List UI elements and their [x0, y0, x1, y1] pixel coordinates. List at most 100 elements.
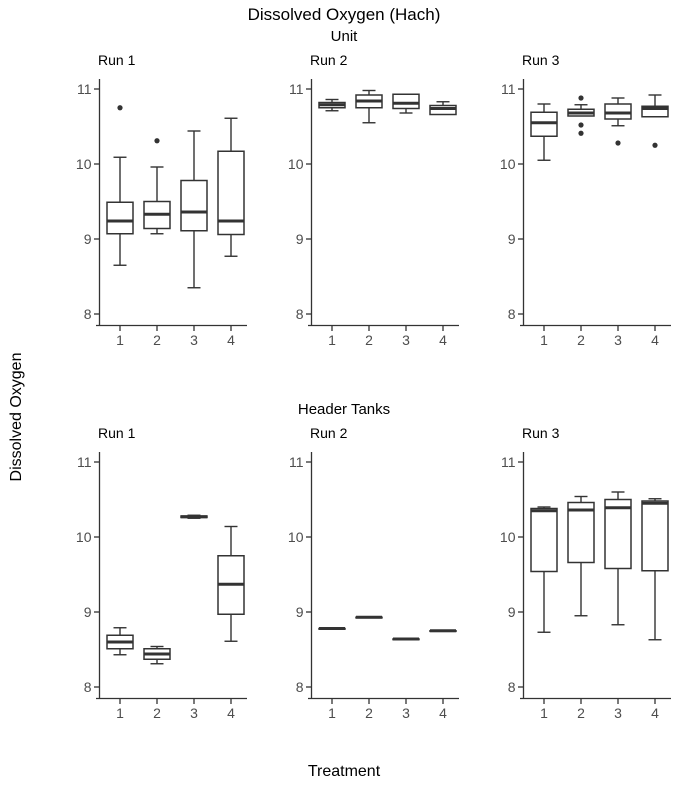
- x-tick-label-4: 4: [227, 332, 235, 348]
- iqr-box: [604, 498, 632, 570]
- x-tick-label-3: 3: [402, 705, 410, 721]
- outlier-point: [578, 122, 584, 128]
- boxplot-treatment-4: [641, 94, 669, 148]
- boxplot-treatment-2: [567, 95, 595, 136]
- boxplot-treatment-4: [217, 525, 245, 642]
- y-tick-label-10: 10: [500, 529, 516, 545]
- panel-column-run-2: Run 2 8 9 10 11 1 2 3 4: [285, 46, 461, 352]
- x-tick-label-1: 1: [328, 705, 336, 721]
- boxplot-treatment-4: [217, 117, 245, 257]
- x-tick-label-1: 1: [116, 705, 124, 721]
- x-tick-label-3: 3: [614, 705, 622, 721]
- panel-column-run-2: Run 2 8 9 10 11 1 2 3 4: [285, 419, 461, 725]
- iqr-box: [641, 500, 669, 572]
- panel-label-run-1: Run 1: [98, 425, 136, 441]
- panel-column-run-3: Run 3 8 9 10 11 1 2 3 4: [497, 419, 673, 725]
- y-tick-label-9: 9: [296, 604, 304, 620]
- boxplot-treatment-2: [355, 615, 383, 619]
- y-tick-label-9: 9: [84, 604, 92, 620]
- x-tick-label-3: 3: [190, 705, 198, 721]
- x-tick-label-3: 3: [190, 332, 198, 348]
- panel-column-run-1: Run 1 8 9 10 11 1 2 3 4: [73, 46, 249, 352]
- x-tick-label-4: 4: [227, 705, 235, 721]
- y-tick-label-8: 8: [508, 306, 516, 322]
- outlier-point: [652, 142, 658, 148]
- iqr-box: [567, 501, 595, 564]
- outlier-point: [117, 105, 123, 111]
- y-tick-label-11: 11: [289, 81, 304, 97]
- x-tick-label-2: 2: [153, 332, 161, 348]
- y-tick-label-8: 8: [84, 679, 92, 695]
- y-tick-label-9: 9: [84, 231, 92, 247]
- boxplot-treatment-4: [429, 101, 457, 116]
- panel-column-run-3: Run 3 8 9 10 11 1 2 3 4: [497, 46, 673, 352]
- boxplot-treatment-1: [106, 627, 134, 656]
- boxplot-treatment-2: [143, 645, 171, 665]
- y-tick-label-11: 11: [289, 454, 304, 470]
- x-tick-label-2: 2: [365, 705, 373, 721]
- iqr-box: [392, 93, 420, 110]
- iqr-box: [530, 507, 558, 573]
- panels-row: Run 1 8 9 10 11 1 2 3 4 Run 2 8 9 10 11 1 2 3 4 Run 3 8 9 10 1…: [0, 46, 688, 352]
- iqr-box: [106, 201, 134, 235]
- outlier-point: [154, 138, 160, 144]
- x-tick-label-4: 4: [651, 705, 659, 721]
- panel-label-run-3: Run 3: [522, 52, 560, 68]
- boxplot-treatment-3: [392, 93, 420, 114]
- boxplot-treatment-1: [318, 98, 346, 112]
- x-tick-label-4: 4: [439, 332, 447, 348]
- y-tick-label-8: 8: [296, 306, 304, 322]
- facet-row-header-tanks: Header Tanks Run 1 8 9 10 11 1 2 3 4 Run 2 8 9 10 11 1 2…: [0, 400, 688, 725]
- y-tick-label-11: 11: [77, 81, 92, 97]
- x-tick-label-1: 1: [540, 332, 548, 348]
- y-tick-label-9: 9: [296, 231, 304, 247]
- x-tick-label-4: 4: [651, 332, 659, 348]
- y-tick-label-9: 9: [508, 604, 516, 620]
- x-tick-label-3: 3: [614, 332, 622, 348]
- y-axis-title: Dissolved Oxygen: [8, 352, 25, 482]
- boxplot-treatment-4: [641, 498, 669, 641]
- boxplot-treatment-1: [106, 105, 134, 266]
- y-tick-label-11: 11: [501, 454, 516, 470]
- panel-label-run-2: Run 2: [310, 52, 348, 68]
- y-tick-label-11: 11: [501, 81, 516, 97]
- boxplot-treatment-2: [567, 495, 595, 617]
- panels-row: Run 1 8 9 10 11 1 2 3 4 Run 2 8 9 10 11 1 2 3 4 Run 3 8 9 10 1…: [0, 419, 688, 725]
- x-tick-label-2: 2: [365, 332, 373, 348]
- y-tick-label-8: 8: [84, 306, 92, 322]
- chart-title: Dissolved Oxygen (Hach): [247, 5, 441, 24]
- boxplot-treatment-3: [604, 97, 632, 146]
- facet-title-header-tanks: Header Tanks: [297, 401, 391, 418]
- facet-title-unit: Unit: [330, 28, 358, 45]
- panel-label-run-2: Run 2: [310, 425, 348, 441]
- y-tick-label-10: 10: [76, 529, 92, 545]
- x-tick-label-2: 2: [153, 705, 161, 721]
- panel-column-run-1: Run 1 8 9 10 11 1 2 3 4: [73, 419, 249, 725]
- y-tick-label-10: 10: [500, 156, 516, 172]
- boxplot-treatment-3: [392, 637, 420, 641]
- iqr-box: [180, 179, 208, 232]
- boxplot-treatment-1: [530, 506, 558, 633]
- y-tick-label-11: 11: [77, 454, 92, 470]
- x-tick-label-2: 2: [577, 705, 585, 721]
- boxplot-treatment-2: [355, 89, 383, 124]
- boxplot-treatment-3: [180, 130, 208, 289]
- outlier-point: [578, 130, 584, 136]
- x-tick-label-4: 4: [439, 705, 447, 721]
- boxplot-treatment-2: [143, 138, 171, 235]
- y-tick-label-9: 9: [508, 231, 516, 247]
- x-tick-label-1: 1: [328, 332, 336, 348]
- boxplot-treatment-1: [318, 627, 346, 630]
- boxplot-treatment-4: [429, 629, 457, 633]
- outlier-point: [615, 140, 621, 146]
- y-tick-label-8: 8: [296, 679, 304, 695]
- x-tick-label-3: 3: [402, 332, 410, 348]
- panel-label-run-1: Run 1: [98, 52, 136, 68]
- boxplot-treatment-1: [530, 103, 558, 161]
